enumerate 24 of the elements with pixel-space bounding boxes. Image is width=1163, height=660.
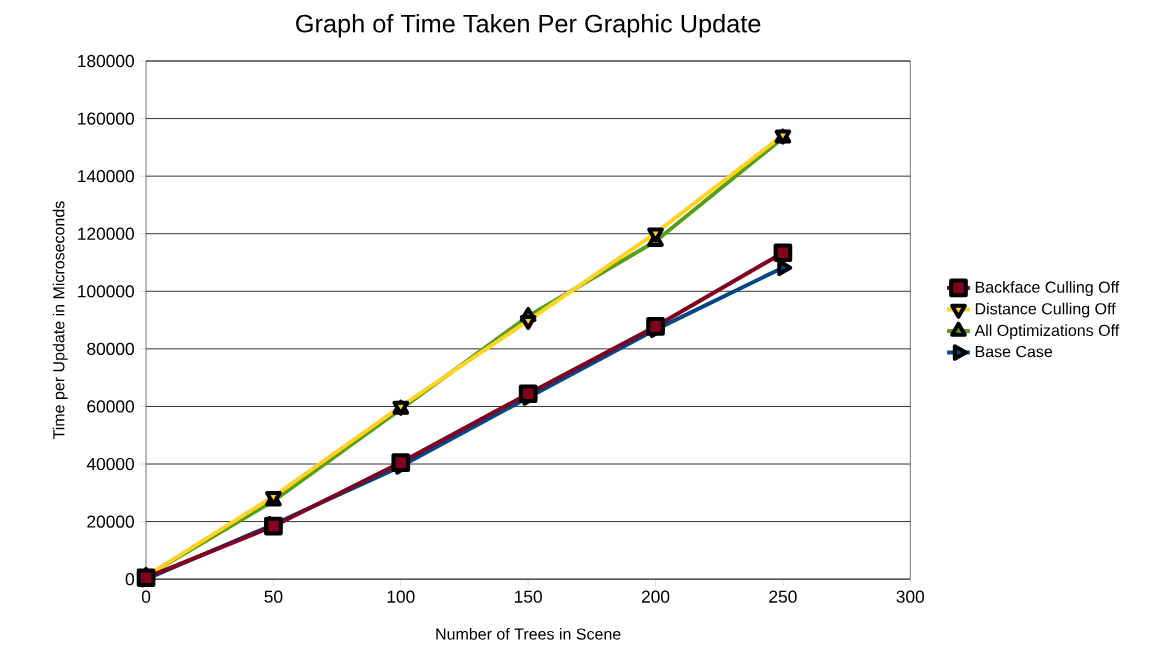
y-tick-label: 160000 xyxy=(78,112,134,125)
x-tick-label: 200 xyxy=(641,590,670,603)
y-tick-label: 60000 xyxy=(87,400,134,413)
y-tick-label: 40000 xyxy=(86,457,134,471)
x-tick-label: 50 xyxy=(264,590,283,603)
y-tick-label: 140000 xyxy=(78,169,134,183)
x-tick-label: 300 xyxy=(896,590,925,603)
y-tick-label: 100000 xyxy=(78,285,134,298)
chart-title: Graph of Time Taken Per Graphic Update xyxy=(296,13,761,38)
y-tick-label: 120000 xyxy=(78,227,134,240)
y-tick-label: 0 xyxy=(125,572,134,586)
x-tick-label: 150 xyxy=(515,590,542,603)
x-tick-label: 0 xyxy=(141,590,151,603)
x-tick-label: 250 xyxy=(769,590,797,603)
legend-label: Backface Culling Off xyxy=(975,281,1120,296)
y-tick-label: 20000 xyxy=(87,515,134,528)
legend-label: Base Case xyxy=(975,345,1053,358)
x-axis-title: Number of Trees in Scene xyxy=(436,627,621,640)
y-axis-title: Time per Update in Microseconds xyxy=(52,201,68,439)
legend-label: Distance Culling Off xyxy=(975,302,1116,318)
legend-label: All Optimizations Off xyxy=(974,324,1120,340)
x-tick-label: 100 xyxy=(387,590,415,603)
y-tick-label: 80000 xyxy=(87,342,134,355)
y-tick-label: 180000 xyxy=(78,54,134,68)
